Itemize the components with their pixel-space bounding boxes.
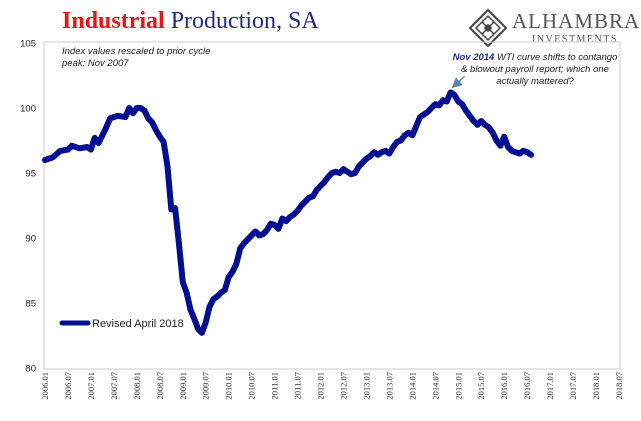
x-tick-label: 2009.07 [201,372,211,400]
x-tick-label: 2006.01 [40,372,50,400]
x-tick-label: 2012.07 [338,372,348,400]
x-tick-label: 2013.07 [384,372,394,400]
y-tick-label: 80 [25,364,36,375]
x-axis: 2006.01 2006.07 2007.01 2007.07 2008.01 2008.… [40,372,624,400]
legend-label: Revised April 2018 [92,318,184,330]
x-tick-label: 2016.01 [499,372,509,400]
x-tick-label: 2011.07 [293,372,303,399]
x-tick-label: 2014.07 [430,372,440,400]
title-highlight: Industrial [62,8,165,34]
right-annotation: Nov 2014 WTI curve shifts to contango & … [450,52,620,88]
right-annotation-text: WTI curve shifts to contango & blowout p… [461,52,618,87]
diamond-lattice-icon [468,8,508,48]
brand-logo: ALHAMBRA INVESTMENTS [468,8,641,48]
x-tick-label: 2018.07 [614,372,624,400]
left-annotation: Index values rescaled to prior cycle pea… [62,46,211,69]
annotation-arrow [451,75,466,89]
logo-sub-text: INVESTMENTS [532,34,618,45]
x-tick-label: 2014.01 [407,372,417,400]
y-tick-label: 90 [25,234,36,245]
legend: Revised April 2018 [59,318,184,330]
chart-title: Industrial Production, SA [62,8,319,35]
title-rest: Production, SA [170,8,319,34]
x-tick-label: 2011.01 [270,372,280,399]
right-annotation-highlight: Nov 2014 [452,52,495,63]
x-tick-label: 2017.01 [545,372,555,400]
x-tick-label: 2012.01 [316,372,326,400]
x-tick-label: 2008.07 [155,372,165,400]
series-line-revised-april-2018 [42,89,534,336]
x-tick-label: 2016.07 [522,372,532,400]
x-tick-label: 2015.07 [476,372,486,400]
y-tick-label: 95 [25,169,36,180]
x-tick-label: 2013.01 [361,372,371,400]
plot-area-frame [43,41,621,370]
x-tick-label: 2018.01 [591,372,601,400]
x-tick-label: 2008.01 [132,372,142,400]
x-tick-label: 2007.01 [86,372,96,400]
y-tick-label: 105 [20,39,36,50]
x-tick-label: 2010.01 [224,372,234,400]
x-tick-label: 2007.07 [109,372,119,400]
y-tick-label: 100 [20,104,36,115]
logo-brand-text: ALHAMBRA [512,9,641,33]
y-axis: 80 85 90 95 100 105 [20,39,36,375]
y-tick-label: 85 [25,299,36,310]
x-tick-label: 2015.01 [453,372,463,400]
x-tick-label: 2017.07 [568,372,578,400]
x-tick-label: 2010.07 [247,372,257,400]
x-tick-label: 2009.01 [178,372,188,400]
x-tick-label: 2006.07 [63,372,73,400]
